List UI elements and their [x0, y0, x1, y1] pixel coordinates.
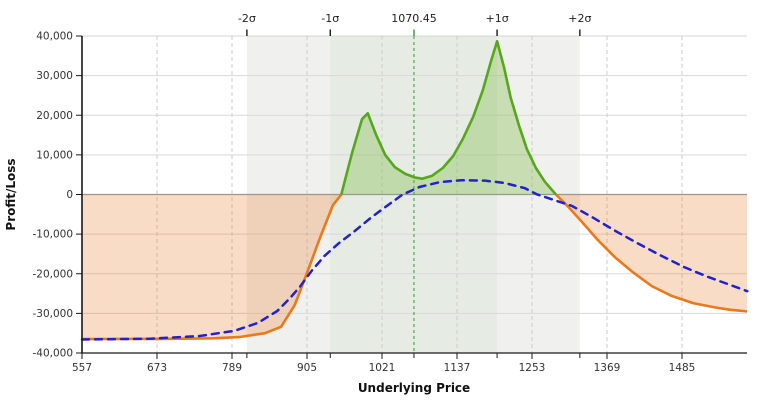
vertical-gridlines — [156, 36, 683, 353]
loss-fill-area — [82, 194, 747, 340]
tick-labels: 40,000 30,000 20,000 10,000 0 -10,000 -20,000 -… — [32, 12, 695, 374]
x-tick-label: 1485 — [669, 362, 696, 374]
y-tick-label: 30,000 — [36, 70, 73, 82]
current-pl-dashed-line — [80, 178, 749, 341]
x-tick-label: 1137 — [444, 362, 471, 374]
x-tick-label: 905 — [297, 362, 317, 374]
payoff-fill-areas — [82, 41, 747, 340]
y-tick-label: 20,000 — [36, 110, 73, 122]
x-axis-title: Underlying Price — [358, 381, 470, 395]
sigma-label: -2σ — [238, 12, 256, 25]
x-tick-label: 557 — [72, 362, 92, 374]
sigma-label: +1σ — [485, 12, 508, 25]
x-tick-label: 1369 — [594, 362, 621, 374]
y-tick-label: -20,000 — [32, 268, 73, 280]
y-tick-label: 10,000 — [36, 149, 73, 161]
series-curves — [80, 39, 749, 341]
y-axis-title: Profit/Loss — [4, 158, 18, 230]
x-tick-label: 673 — [147, 362, 167, 374]
expiration-payoff-line-positive — [339, 39, 558, 195]
y-tick-label: -30,000 — [32, 308, 73, 320]
sigma-label: 1070.45 — [391, 12, 437, 25]
x-tick-label: 789 — [222, 362, 242, 374]
x-tick-label: 1021 — [369, 362, 396, 374]
y-tick-label: 40,000 — [36, 31, 73, 43]
sigma-label: +2σ — [568, 12, 591, 25]
axes-and-ticks — [76, 29, 747, 359]
expiration-payoff-line-negative — [82, 194, 747, 341]
y-tick-label: -10,000 — [32, 229, 73, 241]
y-tick-label: -40,000 — [32, 348, 73, 360]
sigma-label: -1σ — [321, 12, 339, 25]
x-tick-label: 1253 — [519, 362, 546, 374]
y-tick-label: 0 — [66, 189, 73, 201]
